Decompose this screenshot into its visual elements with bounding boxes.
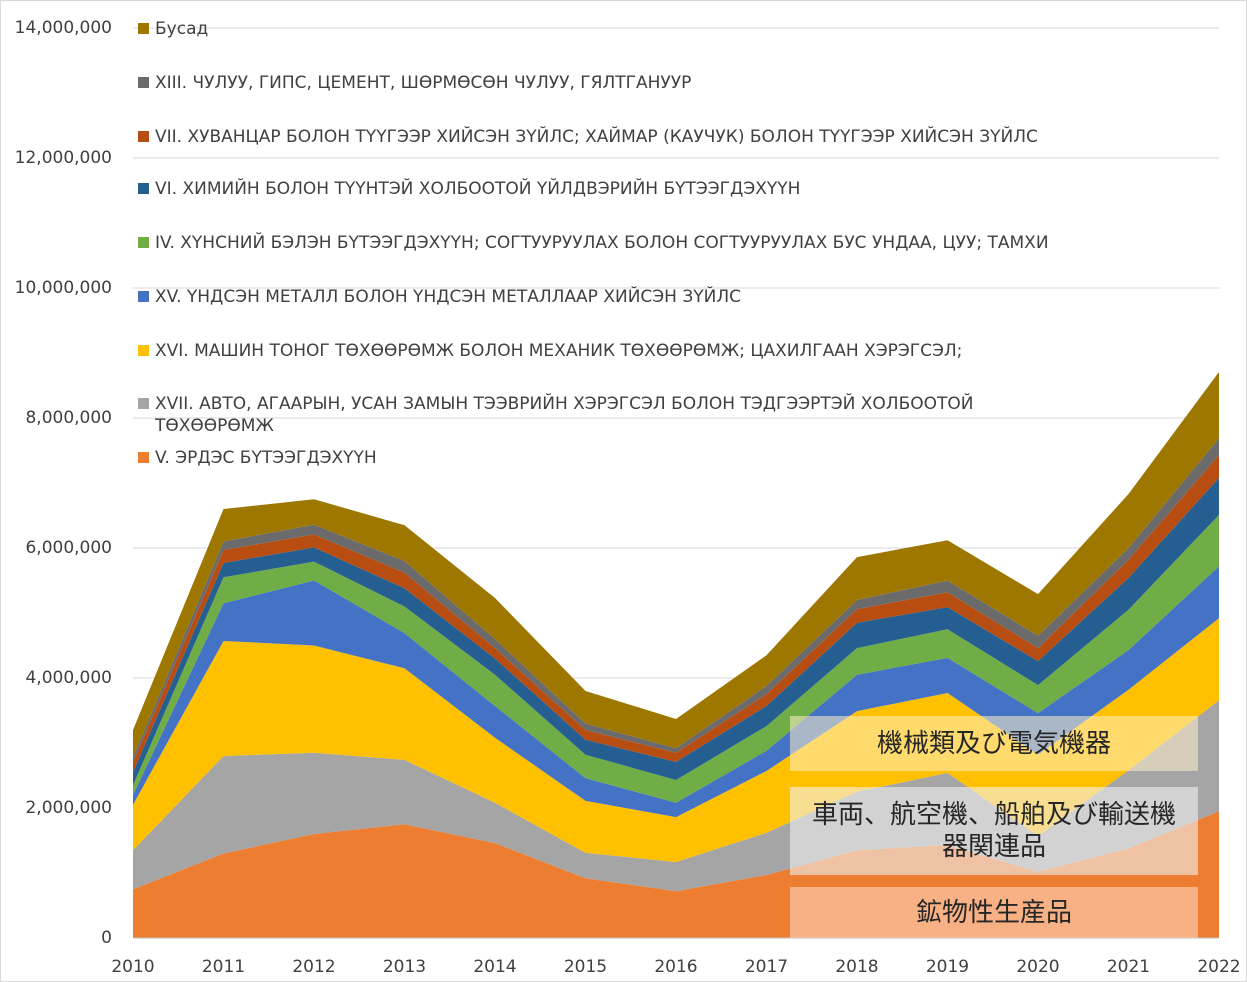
legend-swatch: [138, 237, 149, 248]
y-tick-label: 12,000,000: [15, 148, 112, 168]
y-tick-label: 6,000,000: [25, 538, 112, 558]
area: [133, 618, 1219, 862]
legend-item: VI. ХИМИЙН БОЛОН ТҮҮНТЭЙ ХОЛБООТОЙ ҮЙЛДВ…: [138, 178, 1058, 200]
x-tick-label: 2017: [745, 957, 788, 977]
x-tick-label: 2010: [111, 957, 154, 977]
legend-label: XV. ҮНДСЭН МЕТАЛЛ БОЛОН ҮНДСЭН МЕТАЛЛААР…: [155, 287, 741, 307]
legend-item: XVII. АВТО, АГААРЫН, УСАН ЗАМЫН ТЭЭВРИЙН…: [138, 393, 1058, 437]
legend-item: V. ЭРДЭС БҮТЭЭГДЭХҮҮН: [138, 447, 1058, 469]
x-tick-label: 2019: [926, 957, 969, 977]
area: [133, 566, 1219, 818]
legend-item: VII. ХУВАНЦАР БОЛОН ТҮҮГЭЭР ХИЙСЭН ЗҮЙЛС…: [138, 126, 1058, 148]
legend-item: XIII. ЧУЛУУ, ГИПС, ЦЕМЕНТ, ШӨРМӨСӨН ЧУЛУ…: [138, 72, 1058, 94]
x-tick-label: 2015: [564, 957, 607, 977]
legend-item: IV. ХҮНСНИЙ БЭЛЭН БҮТЭЭГДЭХҮҮН; СОГТУУРУ…: [138, 232, 1058, 254]
legend-swatch: [138, 131, 149, 142]
legend-swatch: [138, 23, 149, 34]
legend-label: VI. ХИМИЙН БОЛОН ТҮҮНТЭЙ ХОЛБООТОЙ ҮЙЛДВ…: [155, 179, 801, 199]
legend-item: XVI. МАШИН ТОНОГ ТӨХӨӨРӨМЖ БОЛОН МЕХАНИК…: [138, 340, 1058, 362]
annotation: 鉱物性生産品: [790, 887, 1198, 938]
legend-item: XV. ҮНДСЭН МЕТАЛЛ БОЛОН ҮНДСЭН МЕТАЛЛААР…: [138, 286, 1058, 308]
legend-label: VII. ХУВАНЦАР БОЛОН ТҮҮГЭЭР ХИЙСЭН ЗҮЙЛС…: [155, 127, 1038, 147]
x-tick-label: 2021: [1107, 957, 1150, 977]
y-tick-label: 2,000,000: [25, 798, 112, 818]
legend-label: Бусад: [155, 19, 209, 39]
legend-swatch: [138, 183, 149, 194]
y-tick-label: 0: [101, 928, 112, 948]
x-tick-label: 2013: [383, 957, 426, 977]
x-tick-label: 2020: [1016, 957, 1059, 977]
x-tick-label: 2022: [1197, 957, 1240, 977]
legend-swatch: [138, 398, 149, 409]
legend-swatch: [138, 345, 149, 356]
x-tick-label: 2011: [202, 957, 245, 977]
y-tick-label: 10,000,000: [15, 278, 112, 298]
legend-label: XIII. ЧУЛУУ, ГИПС, ЦЕМЕНТ, ШӨРМӨСӨН ЧУЛУ…: [155, 73, 692, 93]
annotation: 車両、航空機、船舶及び輸送機器関連品: [790, 787, 1198, 875]
legend-label: XVI. МАШИН ТОНОГ ТӨХӨӨРӨМЖ БОЛОН МЕХАНИК…: [155, 341, 963, 361]
y-tick-label: 4,000,000: [25, 668, 112, 688]
legend-label: V. ЭРДЭС БҮТЭЭГДЭХҮҮН: [155, 448, 377, 468]
x-tick-label: 2018: [835, 957, 878, 977]
y-tick-label: 14,000,000: [15, 18, 112, 38]
legend-swatch: [138, 77, 149, 88]
x-tick-label: 2014: [473, 957, 516, 977]
annotation: 機械類及び電気機器: [790, 716, 1198, 771]
legend-swatch: [138, 452, 149, 463]
y-tick-label: 8,000,000: [25, 408, 112, 428]
legend-label: XVII. АВТО, АГААРЫН, УСАН ЗАМЫН ТЭЭВРИЙН…: [155, 394, 974, 436]
x-tick-label: 2016: [654, 957, 697, 977]
x-tick-label: 2012: [292, 957, 335, 977]
legend-swatch: [138, 291, 149, 302]
legend-label: IV. ХҮНСНИЙ БЭЛЭН БҮТЭЭГДЭХҮҮН; СОГТУУРУ…: [155, 233, 1049, 253]
legend-item: Бусад: [138, 18, 1058, 40]
